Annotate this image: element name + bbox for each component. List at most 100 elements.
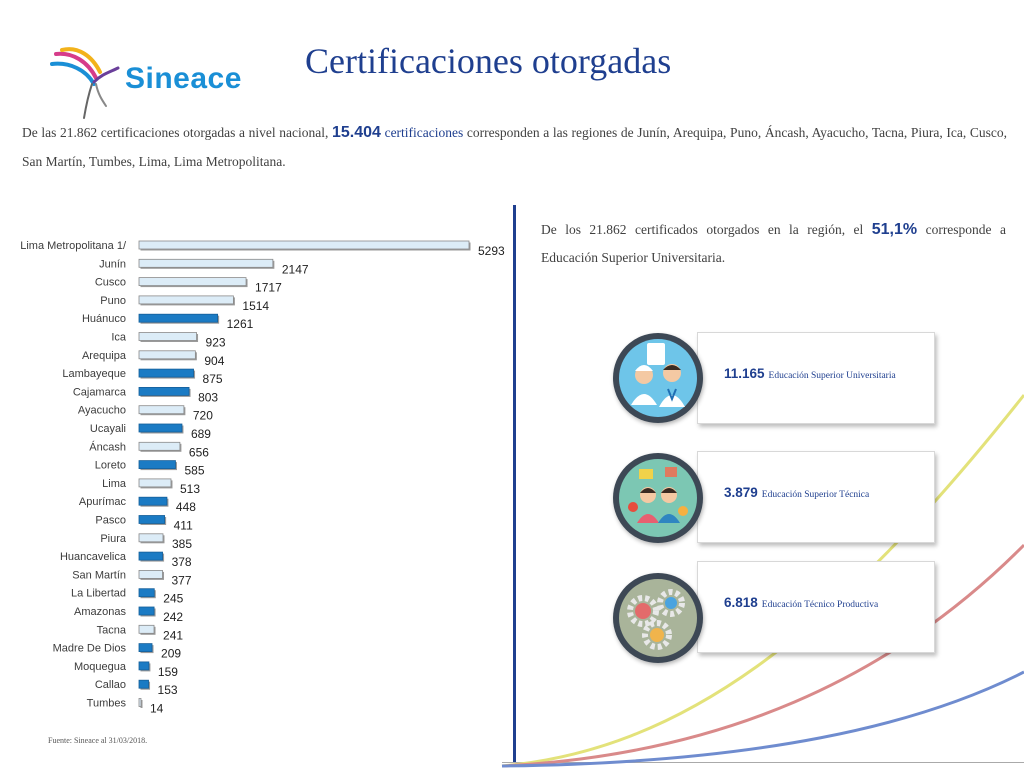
category-label: Ica [111,332,127,344]
bottom-axis-line [502,762,1024,763]
card-universitaria: 11.165 Educación Superior Universitaria [697,332,935,424]
card-number: 6.818 [724,595,758,610]
card-tecnico-productiva: 6.818 Educación Técnico Productiva [697,561,935,653]
category-label: Madre De Dios [53,643,127,655]
blue-curve [501,670,1024,768]
bar-value-label: 14 [150,702,164,716]
category-label: Puno [100,295,126,307]
bar [138,405,185,415]
category-label: Piura [100,533,127,545]
bar [138,277,247,286]
category-label: Tacna [97,624,127,636]
card-label: Educación Superior Universitaria [768,371,896,381]
intro-highlight-number: 15.404 [332,124,381,141]
category-label: Huancavelica [60,551,127,563]
intro-text-1: De las 21.862 certificaciones otorgadas … [22,125,329,140]
bar [138,350,196,360]
category-label: Moquegua [74,661,127,673]
bar [138,496,168,506]
bar [138,423,183,433]
bar [138,606,155,616]
bar-value-label: 720 [193,409,213,423]
sineace-logo [50,47,120,119]
red-curve [501,543,1024,768]
region-note: De los 21.862 certificados otorgados en … [541,216,1006,272]
bar-value-label: 209 [161,647,181,661]
intro-text-2: corresponden a las regiones de Junín, Ar… [22,125,1008,169]
bar-value-label: 241 [163,628,183,642]
category-label: Ucayali [90,423,126,435]
bar [138,679,149,689]
bar-value-label: 2147 [282,262,309,276]
bar [138,295,234,305]
bar-value-label: 153 [158,683,178,697]
yellow-curve [501,394,1024,768]
bar-value-label: 1514 [242,299,269,313]
bar-value-label: 656 [189,445,209,459]
brand-name: Sineace [125,62,242,95]
bar-value-label: 159 [158,665,178,679]
bar-value-label: 1261 [227,317,254,331]
gears-icon [613,573,703,663]
card-number: 3.879 [724,485,758,500]
bar-value-label: 923 [206,336,226,350]
category-label: Cusco [95,277,126,289]
region-note-highlight: 51,1% [871,221,918,238]
category-label: Arequipa [82,350,127,362]
bar-value-label: 803 [198,390,218,404]
bar [138,240,470,250]
category-label: La Libertad [71,588,126,600]
bar-shadow [140,700,143,708]
region-note-text-2: corresponde a Educación Superior Univers… [541,222,1006,265]
bar [138,441,181,451]
region-note-text-1: De los 21.862 certificados otorgados en … [541,222,864,237]
bar [138,643,153,653]
category-label: Junín [99,258,126,270]
bar [138,478,172,488]
bar-value-label: 385 [172,537,192,551]
card-tecnica: 3.879 Educación Superior Técnica [697,451,935,543]
bar [138,258,274,268]
bar-value-label: 5293 [478,244,505,258]
category-label: Lambayeque [62,368,126,380]
bar-value-label: 689 [191,427,211,441]
category-label: Loreto [95,460,126,472]
bar-value-label: 448 [176,500,196,514]
category-label: Ayacucho [78,405,126,417]
intro-paragraph: De las 21.862 certificaciones otorgadas … [22,118,1007,176]
students-icon [613,453,703,543]
category-label: Áncash [89,440,126,453]
bar [138,661,150,671]
bar [138,551,163,561]
bar-value-label: 585 [184,464,204,478]
card-number: 11.165 [724,366,765,381]
category-label: Lima Metropolitana 1/ [20,240,127,252]
category-label: Tumbes [87,698,127,710]
vertical-divider [513,205,516,763]
bar-value-label: 411 [174,519,193,533]
decorative-curves [501,394,1024,768]
bar [138,588,155,598]
intro-highlight-word: certificaciones [384,125,464,140]
bar [138,698,142,707]
category-label: Lima [102,478,127,490]
category-label: Cajamarca [73,386,127,398]
bar-value-label: 245 [163,592,183,606]
category-label: Huánuco [82,313,126,325]
category-label: Callao [95,679,126,691]
bar-value-label: 242 [163,610,183,624]
medical-staff-icon [613,333,703,423]
bar [138,332,197,341]
card-label: Educación Técnico Productiva [761,600,879,610]
bar-value-label: 875 [203,372,223,386]
bar-value-label: 378 [172,555,192,569]
bar [138,368,194,378]
regions-bar-chart: Lima Metropolitana 1/5293 Junín 2147 Cusco 1… [20,240,505,716]
bar [138,313,219,323]
category-label: Apurímac [79,496,127,508]
page-title: Certificaciones otorgadas [305,41,672,81]
category-label: San Martín [72,569,126,581]
bar [138,569,163,579]
bar [138,386,190,396]
bar-value-label: 377 [172,573,192,587]
